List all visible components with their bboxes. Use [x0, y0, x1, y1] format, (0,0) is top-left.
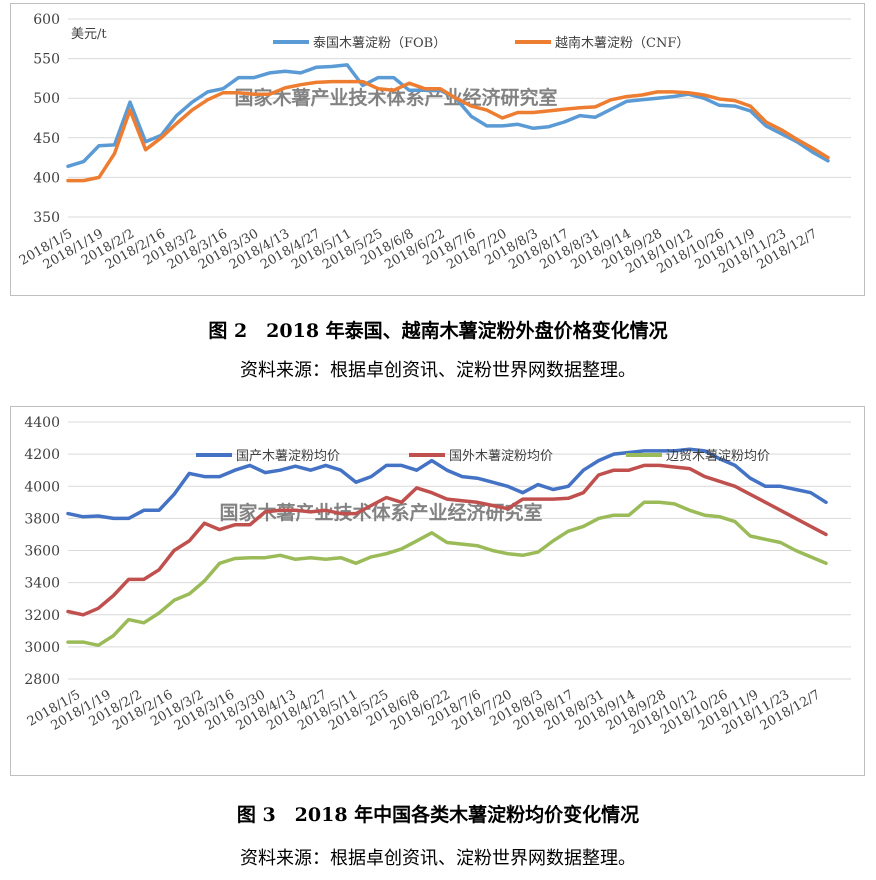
y-tick-label: 600 [33, 12, 60, 28]
series-line [66, 63, 830, 169]
y-tick-label: 3800 [24, 511, 60, 527]
series-line [66, 463, 828, 617]
watermark: 国家木薯产业技术体系产业经济研究室 [234, 86, 557, 109]
chart-svg-figure-2: 350400450500550600美元/t2018/1/52018/1/192… [17, 12, 851, 277]
legend-label: 越南木薯淀粉（CNF） [555, 35, 689, 51]
series-line [66, 447, 828, 521]
y-tick-label: 3200 [24, 608, 60, 624]
y-axis-label: 美元/t [71, 27, 107, 42]
y-tick-label: 350 [33, 210, 60, 226]
legend-label: 泰国木薯淀粉（FOB） [313, 36, 446, 51]
y-tick-label: 500 [33, 91, 60, 107]
y-tick-label: 4200 [24, 447, 60, 463]
y-tick-label: 400 [33, 170, 60, 186]
y-tick-label: 3600 [24, 544, 60, 560]
chart-svg-figure-3: 2800300032003400360038004000420044002018… [24, 415, 851, 738]
legend-label: 国产木薯淀粉均价 [236, 449, 340, 464]
series-line [66, 79, 830, 183]
y-tick-label: 450 [33, 131, 60, 147]
y-tick-label: 550 [33, 52, 60, 68]
chart-figure-3: 2800 3000 3200 3400 3600 3800 4000 4200 4400 2018… [10, 406, 865, 776]
y-tick-label: 4000 [24, 479, 60, 495]
y-tick-label: 3000 [24, 640, 60, 656]
y-tick-label: 3400 [24, 576, 60, 592]
y-tick-label: 4400 [24, 415, 60, 431]
y-tick-label: 2800 [24, 672, 60, 688]
figure-3-source: 资料来源：根据卓创资讯、淀粉世界网数据整理。 [240, 848, 636, 869]
legend-label: 边贸木薯淀粉均价 [666, 449, 770, 464]
figure-2-source: 资料来源：根据卓创资讯、淀粉世界网数据整理。 [240, 360, 636, 381]
figure-2-title: 图 2 2018 年泰国、越南木薯淀粉外盘价格变化情况 [208, 320, 668, 342]
watermark: 国家木薯产业技术体系产业经济研究室 [219, 501, 542, 524]
legend-label: 国外木薯淀粉均价 [449, 449, 553, 464]
chart-figure-2: 350 400 450 500 550 600 美元/t 2018/1/5 2018/1/19 2… [10, 3, 865, 296]
series-line [66, 500, 828, 648]
figure-3-title: 图 3 2018 年中国各类木薯淀粉均价变化情况 [236, 804, 640, 826]
